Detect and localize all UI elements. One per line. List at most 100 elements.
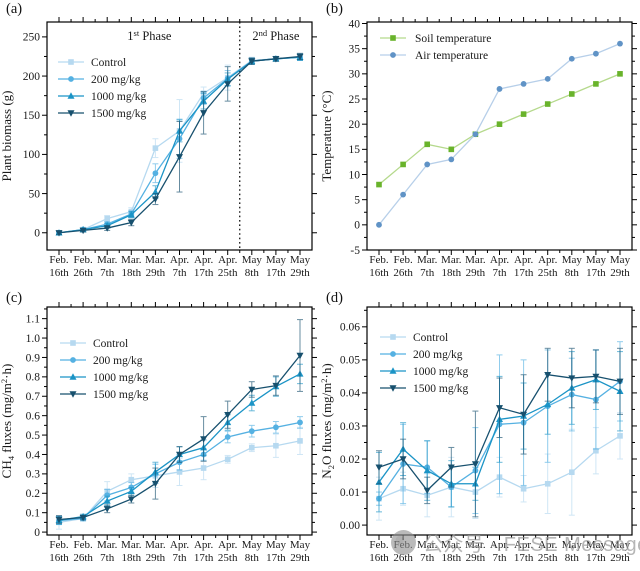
svg-text:10: 10	[349, 169, 361, 181]
series-1500-mg-kg	[55, 319, 304, 524]
svg-text:0.00: 0.00	[340, 520, 360, 532]
svg-text:200 mg/kg: 200 mg/kg	[413, 349, 463, 361]
svg-text:Feb.16th: Feb. 16th	[49, 539, 69, 564]
svg-text:0.1: 0.1	[26, 507, 41, 519]
chart-d-n2o-fluxes: 0.00 0.01 0.02 0.03 0.04 0.05 0.06 Feb. 16thFeb.…	[320, 302, 637, 564]
plot-border	[366, 306, 633, 536]
plot-border	[46, 306, 313, 536]
svg-text:Apr.17th: Apr. 17th	[514, 539, 534, 564]
svg-text:Apr.25th: Apr. 25th	[538, 539, 558, 564]
svg-text:50: 50	[29, 188, 41, 200]
legend: Soil temperature Air temperature	[380, 33, 491, 62]
svg-text:0.06: 0.06	[340, 322, 360, 334]
phase2-label: 2nd Phase	[252, 28, 299, 43]
svg-text:Feb.26th: Feb. 26th	[393, 254, 413, 279]
svg-text:20: 20	[349, 119, 361, 131]
svg-text:Mar.7th: Mar. 7th	[97, 539, 118, 564]
svg-text:0.05: 0.05	[340, 355, 360, 367]
svg-text:Apr.25th: Apr. 25th	[218, 539, 238, 564]
panel-a-plant-biomass: (a) 0 50 100 150 200 250 Feb. 16th Feb. 26th Mar. 7…	[0, 0, 320, 285]
panel-b-temperature: (b) -5 0 5 10 15 20 25 30 35 40 Feb. 16th Feb. 26th Ma…	[320, 0, 640, 285]
svg-text:Apr.17th: Apr. 17th	[194, 539, 214, 564]
svg-text:200 mg/kg: 200 mg/kg	[91, 74, 141, 86]
svg-text:0.3: 0.3	[26, 469, 41, 481]
y-axis-label: N2O fluxes (mg/m2·h)	[320, 363, 336, 478]
svg-text:-5: -5	[350, 245, 360, 257]
svg-text:200: 200	[23, 71, 41, 83]
plot-border	[46, 21, 313, 251]
svg-text:Apr.25th: Apr. 25th	[538, 254, 558, 279]
svg-text:Feb.26th: Feb. 26th	[73, 254, 93, 279]
svg-text:0.2: 0.2	[26, 488, 41, 500]
svg-text:15: 15	[349, 144, 361, 156]
svg-text:1000 mg/kg: 1000 mg/kg	[91, 91, 147, 103]
svg-text:0: 0	[34, 527, 40, 539]
svg-text:200 mg/kg: 200 mg/kg	[93, 355, 143, 367]
svg-text:1500 mg/kg: 1500 mg/kg	[413, 383, 469, 395]
legend: Control 200 mg/kg 1000 mg/kg 1500 mg/kg	[58, 57, 147, 120]
svg-text:0.5: 0.5	[26, 430, 41, 442]
svg-text:Feb.16th: Feb. 16th	[49, 254, 69, 279]
svg-text:150: 150	[23, 110, 41, 122]
axis-tick-labels: 0 0.1 0.2 0.3 0.4 0.5 0.6 0.7 0.8 0.9 1.0 1.1 Feb. 16…	[26, 313, 311, 564]
legend: Control 200 mg/kg 1000 mg/kg 1500 mg/kg	[380, 332, 469, 395]
svg-text:Mar.7th: Mar. 7th	[417, 539, 438, 564]
legend: Control 200 mg/kg 1000 mg/kg 1500 mg/kg	[60, 338, 149, 401]
svg-text:Mar.18th: Mar. 18th	[441, 254, 462, 279]
svg-text:1000 mg/kg: 1000 mg/kg	[93, 372, 149, 384]
svg-text:Apr.7th: Apr. 7th	[170, 254, 190, 279]
panel-letter-c: (c)	[6, 290, 23, 306]
svg-text:0.03: 0.03	[340, 421, 360, 433]
svg-text:Feb.16th: Feb. 16th	[369, 539, 389, 564]
svg-text:30: 30	[349, 69, 361, 81]
svg-text:Mar.29th: Mar. 29th	[145, 254, 166, 279]
panel-letter-d: (d)	[326, 290, 343, 306]
axis-ticks	[42, 302, 317, 540]
svg-text:0.8: 0.8	[26, 372, 41, 384]
svg-text:1.0: 1.0	[26, 333, 41, 345]
svg-text:35: 35	[349, 43, 361, 55]
series-200-mg-kg	[56, 416, 303, 525]
svg-text:5: 5	[354, 194, 360, 206]
svg-text:Mar.29th: Mar. 29th	[145, 539, 166, 564]
panel-letter-a: (a)	[6, 1, 23, 17]
svg-text:1500 mg/kg: 1500 mg/kg	[91, 108, 147, 120]
svg-text:0.01: 0.01	[340, 487, 360, 499]
y-axis-label: Temperature (°C)	[320, 90, 334, 181]
svg-text:Apr.17th: Apr. 17th	[194, 254, 214, 279]
svg-text:Mar.29th: Mar. 29th	[465, 539, 486, 564]
svg-text:0.02: 0.02	[340, 454, 360, 466]
series-1500-mg-kg	[55, 52, 304, 237]
chart-c-ch4-fluxes: 0 0.1 0.2 0.3 0.4 0.5 0.6 0.7 0.8 0.9 1.0 1.1 Feb. 16…	[0, 302, 317, 564]
svg-text:Air temperature: Air temperature	[415, 50, 488, 62]
series-air-temperature	[376, 40, 623, 228]
svg-text:Feb.26th: Feb. 26th	[73, 539, 93, 564]
svg-text:0.7: 0.7	[26, 391, 41, 403]
svg-text:Feb.16th: Feb. 16th	[369, 254, 389, 279]
svg-text:0.9: 0.9	[26, 352, 41, 364]
axis-tick-labels: 0.00 0.01 0.02 0.03 0.04 0.05 0.06 Feb. 16thFeb.…	[340, 322, 631, 564]
svg-text:1500 mg/kg: 1500 mg/kg	[93, 389, 149, 401]
svg-text:Apr.7th: Apr. 7th	[490, 254, 510, 279]
series-soil-temperature	[376, 71, 623, 188]
svg-text:Control: Control	[413, 332, 448, 344]
svg-text:0.4: 0.4	[26, 449, 41, 461]
error-bars-1500-mg-kg	[56, 319, 303, 524]
svg-text:Control: Control	[93, 338, 128, 350]
svg-text:Soil temperature: Soil temperature	[415, 33, 491, 45]
panel-d-n2o-fluxes: (d) 0.00 0.01 0.02 0.03 0.04 0.05 0.06 Feb. 16th…	[320, 285, 640, 571]
svg-text:Mar.7th: Mar. 7th	[417, 254, 438, 279]
series-1500-mg-kg	[375, 347, 624, 518]
svg-text:40: 40	[349, 18, 361, 30]
